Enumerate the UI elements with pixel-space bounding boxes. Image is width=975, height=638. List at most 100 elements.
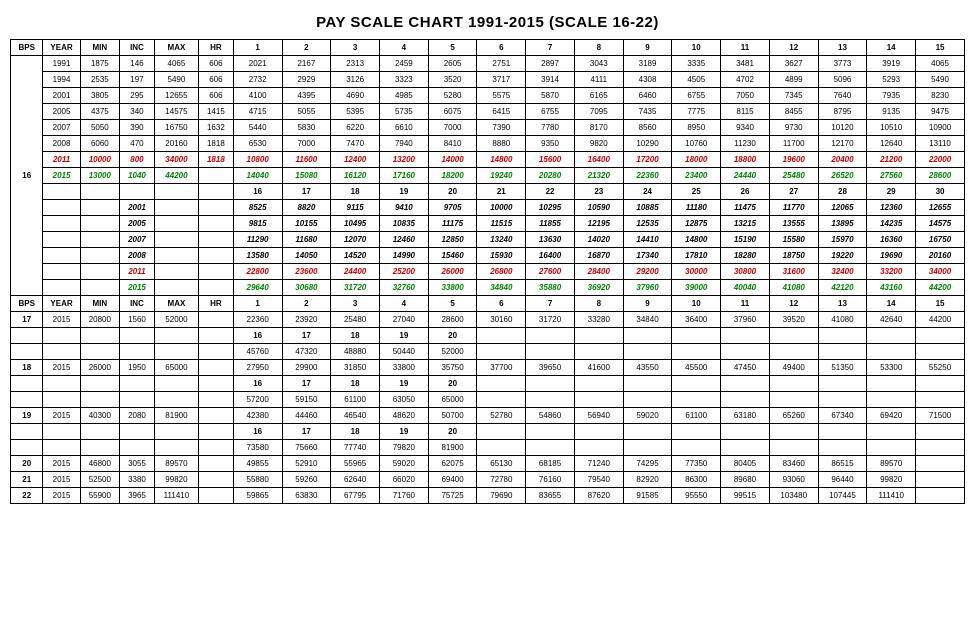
cell: 15580 [769, 232, 818, 248]
cell [154, 216, 198, 232]
cell: 22 [11, 488, 43, 504]
cell [818, 424, 867, 440]
cell [198, 344, 233, 360]
cell: 34840 [477, 280, 526, 296]
cell: 2929 [282, 72, 331, 88]
cell: 16 [233, 184, 282, 200]
cell: 52910 [282, 456, 331, 472]
cell: 17200 [623, 152, 672, 168]
cell: 77740 [331, 440, 380, 456]
cell: 20 [11, 456, 43, 472]
cell [867, 440, 916, 456]
cell: 2732 [233, 72, 282, 88]
cell: 14410 [623, 232, 672, 248]
cell: 7780 [526, 120, 575, 136]
cell: 47320 [282, 344, 331, 360]
cell [198, 424, 233, 440]
cell: 5870 [526, 88, 575, 104]
header-cell: 11 [721, 296, 770, 312]
cell: 27560 [867, 168, 916, 184]
cell: 18200 [428, 168, 477, 184]
cell: 9135 [867, 104, 916, 120]
cell [120, 424, 155, 440]
cell: 3335 [672, 56, 721, 72]
cell: 17 [282, 328, 331, 344]
cell: 77350 [672, 456, 721, 472]
cell [154, 376, 198, 392]
cell [769, 376, 818, 392]
cell: 6755 [526, 104, 575, 120]
cell [721, 424, 770, 440]
cell [43, 424, 80, 440]
cell: 9115 [331, 200, 380, 216]
header-cell: INC [120, 296, 155, 312]
cell: 57200 [233, 392, 282, 408]
cell: 4505 [672, 72, 721, 88]
cell: 19690 [867, 248, 916, 264]
cell: 55900 [80, 488, 119, 504]
cell [11, 376, 43, 392]
cell [721, 376, 770, 392]
cell: 55965 [331, 456, 380, 472]
cell: 11230 [721, 136, 770, 152]
cell: 8795 [818, 104, 867, 120]
cell [198, 264, 233, 280]
cell: 2011 [43, 152, 80, 168]
cell: 56940 [574, 408, 623, 424]
cell: 45760 [233, 344, 282, 360]
cell: 2008 [43, 136, 80, 152]
cell: 20160 [154, 136, 198, 152]
cell: 26000 [428, 264, 477, 280]
cell: 14520 [331, 248, 380, 264]
header-cell: 8 [574, 296, 623, 312]
cell: 26520 [818, 168, 867, 184]
cell: 5575 [477, 88, 526, 104]
cell: 61100 [672, 408, 721, 424]
cell: 76160 [526, 472, 575, 488]
cell: 65000 [428, 392, 477, 408]
cell: 10800 [233, 152, 282, 168]
cell: 44200 [916, 312, 965, 328]
cell: 11680 [282, 232, 331, 248]
cell [154, 248, 198, 264]
cell: 42640 [867, 312, 916, 328]
cell: 800 [120, 152, 155, 168]
cell [154, 440, 198, 456]
cell [80, 248, 119, 264]
cell: 16870 [574, 248, 623, 264]
cell: 26000 [80, 360, 119, 376]
cell: 99820 [154, 472, 198, 488]
cell: 6530 [233, 136, 282, 152]
cell: 2015 [43, 456, 80, 472]
cell: 9475 [916, 104, 965, 120]
cell [198, 280, 233, 296]
cell: 71240 [574, 456, 623, 472]
cell: 24440 [721, 168, 770, 184]
cell: 2605 [428, 56, 477, 72]
cell: 24 [623, 184, 672, 200]
cell: 82920 [623, 472, 672, 488]
cell [120, 376, 155, 392]
header-cell: 14 [867, 40, 916, 56]
cell: 2015 [120, 280, 155, 296]
cell [11, 440, 43, 456]
cell: 17 [11, 312, 43, 328]
cell: 22360 [233, 312, 282, 328]
cell: 65000 [154, 360, 198, 376]
cell: 8230 [916, 88, 965, 104]
cell [80, 232, 119, 248]
cell: 1040 [120, 168, 155, 184]
cell [80, 264, 119, 280]
cell: 12850 [428, 232, 477, 248]
cell: 8950 [672, 120, 721, 136]
cell: 4065 [154, 56, 198, 72]
cell: 17810 [672, 248, 721, 264]
cell: 19 [379, 424, 428, 440]
header-cell: 15 [916, 40, 965, 56]
header-cell: MIN [80, 296, 119, 312]
cell: 22360 [623, 168, 672, 184]
cell [154, 424, 198, 440]
cell: 87620 [574, 488, 623, 504]
bps-cell: 16 [11, 56, 43, 296]
cell: 5055 [282, 104, 331, 120]
